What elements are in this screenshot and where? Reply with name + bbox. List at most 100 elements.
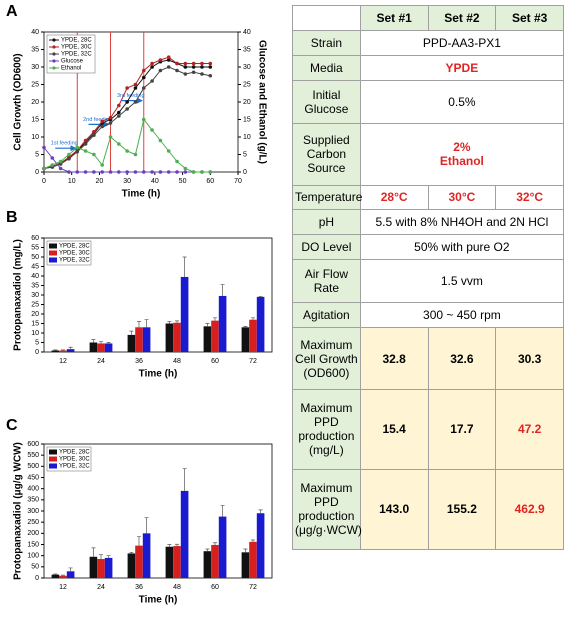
bar (211, 320, 219, 352)
y-tick-label: 150 (27, 541, 39, 548)
point (166, 170, 171, 174)
table-cell: 32.8 (359, 327, 429, 390)
error-bar (175, 543, 179, 547)
y-tick-label: 0 (35, 169, 39, 176)
point (58, 166, 63, 171)
y-tick-label: 400 (27, 486, 39, 493)
x-tick-label: 60 (211, 584, 219, 591)
y-tick-label: 40 (31, 273, 39, 280)
point (117, 110, 121, 115)
panel-label: B (6, 209, 18, 226)
point (150, 61, 154, 66)
bar (89, 556, 98, 578)
y-tick-label: 50 (31, 564, 39, 571)
y-tick-label: 500 (27, 463, 39, 470)
point (108, 115, 113, 120)
point (208, 73, 213, 78)
error-bar (68, 567, 73, 572)
point (100, 170, 104, 174)
bar (142, 327, 151, 352)
point (67, 152, 71, 157)
bar (135, 545, 143, 578)
y-tick-label: 450 (27, 474, 39, 481)
x-tick-label: 20 (96, 178, 104, 185)
legend-label: YPDE, 28C (61, 38, 92, 44)
point (158, 68, 163, 73)
y-axis-label: Protopanaxadiol (mg/L) (13, 239, 24, 351)
table-row: Initial Glucose 0.5% (292, 79, 565, 124)
point (200, 65, 204, 69)
y2-tick-label: 30 (243, 64, 251, 71)
y-tick-label: 15 (31, 116, 39, 123)
x-tick-label: 72 (249, 584, 257, 591)
y2-axis-label: Glucose and Ethanol (g/L) (256, 40, 267, 164)
legend-swatch (49, 449, 57, 455)
table-cell: 30°C (427, 184, 497, 211)
y-tick-label: 20 (31, 99, 39, 106)
bar (66, 571, 75, 578)
table-cell: PPD-AA3-PX1 (359, 29, 565, 56)
point (92, 133, 96, 138)
table-cell: 17.7 (427, 388, 497, 470)
error-bar (99, 554, 103, 560)
point (175, 68, 179, 73)
point (125, 86, 129, 90)
point (50, 156, 55, 160)
x-tick-label: 12 (59, 358, 67, 365)
table-cell: 15.4 (359, 388, 429, 470)
bar (218, 295, 227, 352)
y-tick-label: 5 (35, 339, 39, 346)
legend-marker (52, 59, 56, 63)
bar (241, 552, 250, 578)
bar (97, 343, 105, 352)
x-axis-label: Time (h) (139, 369, 178, 380)
point (75, 149, 80, 154)
bar (135, 327, 143, 352)
point (208, 65, 213, 69)
table-cell: 50% with pure O2 (359, 234, 565, 261)
table-cell: 30.3 (495, 327, 564, 390)
y-tick-label: 100 (27, 553, 39, 560)
y2-tick-label: 40 (243, 29, 251, 36)
y-tick-label: 35 (31, 282, 39, 289)
x-tick-label: 12 (59, 584, 67, 591)
bar (165, 323, 174, 352)
error-bar (243, 326, 248, 328)
error-bar (205, 548, 210, 552)
point (158, 58, 163, 62)
y-axis-label: Protopanaxadiol (μg/g WCW) (13, 442, 24, 580)
y2-tick-label: 20 (243, 99, 251, 106)
y-tick-label: 5 (35, 151, 39, 158)
column-header: Set #2 (427, 5, 497, 31)
error-bar (220, 505, 225, 517)
error-bar (220, 284, 225, 296)
point (100, 124, 104, 129)
legend-marker (52, 45, 56, 49)
point (175, 170, 179, 174)
point (125, 100, 129, 104)
point (150, 170, 154, 174)
y-tick-label: 45 (31, 263, 39, 270)
x-tick-label: 36 (135, 584, 143, 591)
y-axis-label: Cell Growth (OD600) (13, 53, 24, 150)
error-bar (53, 349, 58, 351)
point (158, 170, 163, 174)
legend-label: YPDE, 30C (61, 45, 92, 51)
column-header: Set #3 (495, 5, 564, 31)
legend-label: Glucose (61, 59, 84, 65)
point (191, 170, 196, 174)
point (100, 119, 104, 124)
row-label: Maximum Cell Growth (OD600) (292, 327, 361, 390)
y-tick-label: 250 (27, 519, 39, 526)
x-tick-label: 70 (234, 178, 242, 185)
point (191, 61, 196, 66)
error-bar (144, 517, 149, 534)
point (133, 170, 138, 174)
table-row: Set #1 Set #2 Set #3 (292, 5, 564, 31)
point (133, 152, 138, 157)
point (141, 117, 146, 122)
point (117, 170, 121, 174)
x-axis-label: Time (h) (122, 189, 161, 200)
point (67, 170, 71, 174)
